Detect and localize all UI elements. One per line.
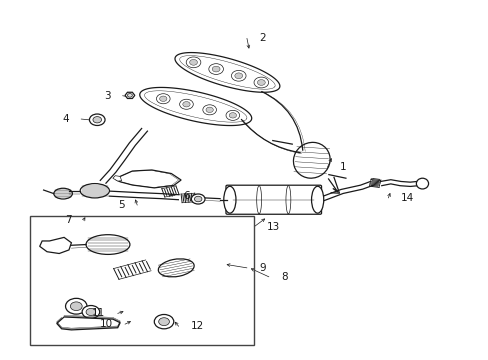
Text: 10: 10 [100,319,113,329]
Ellipse shape [229,113,236,118]
Ellipse shape [212,66,220,72]
Polygon shape [57,317,120,330]
Circle shape [82,306,100,319]
Circle shape [86,309,96,315]
Ellipse shape [311,186,323,213]
Ellipse shape [224,186,236,213]
Ellipse shape [179,99,193,109]
Circle shape [93,117,102,123]
Polygon shape [113,176,122,181]
Text: 5: 5 [118,200,125,210]
Polygon shape [175,53,279,92]
Polygon shape [115,170,181,188]
Ellipse shape [86,235,130,255]
Ellipse shape [156,94,170,104]
Circle shape [65,298,87,314]
Ellipse shape [158,259,194,277]
Ellipse shape [225,110,239,120]
Circle shape [70,302,82,311]
Text: 4: 4 [62,114,69,124]
Ellipse shape [293,142,329,178]
Text: 13: 13 [266,222,279,231]
Ellipse shape [234,73,242,78]
Ellipse shape [154,315,173,329]
Text: 1: 1 [339,162,346,172]
Text: 2: 2 [259,33,265,43]
Circle shape [89,114,105,126]
Ellipse shape [208,64,223,75]
Bar [30,216,254,345]
Ellipse shape [183,102,190,107]
Text: 8: 8 [281,272,287,282]
Ellipse shape [186,57,201,68]
Polygon shape [40,237,71,253]
Text: 12: 12 [190,321,203,331]
Circle shape [194,196,202,202]
Text: 11: 11 [92,309,105,318]
Ellipse shape [253,77,268,88]
Ellipse shape [189,59,197,65]
Circle shape [191,194,204,204]
Ellipse shape [54,188,72,199]
Text: 6: 6 [183,191,190,201]
Ellipse shape [80,184,109,198]
Ellipse shape [158,318,169,325]
Ellipse shape [231,71,245,81]
Ellipse shape [257,80,264,85]
Ellipse shape [159,96,166,102]
Ellipse shape [205,107,213,112]
Polygon shape [125,92,135,99]
Polygon shape [140,87,251,126]
Text: 3: 3 [103,91,110,101]
Ellipse shape [203,105,216,115]
FancyBboxPatch shape [225,185,321,214]
Text: 7: 7 [64,215,71,225]
Ellipse shape [415,178,427,189]
Circle shape [127,94,132,97]
Text: 9: 9 [259,263,265,273]
Text: 14: 14 [400,193,413,203]
